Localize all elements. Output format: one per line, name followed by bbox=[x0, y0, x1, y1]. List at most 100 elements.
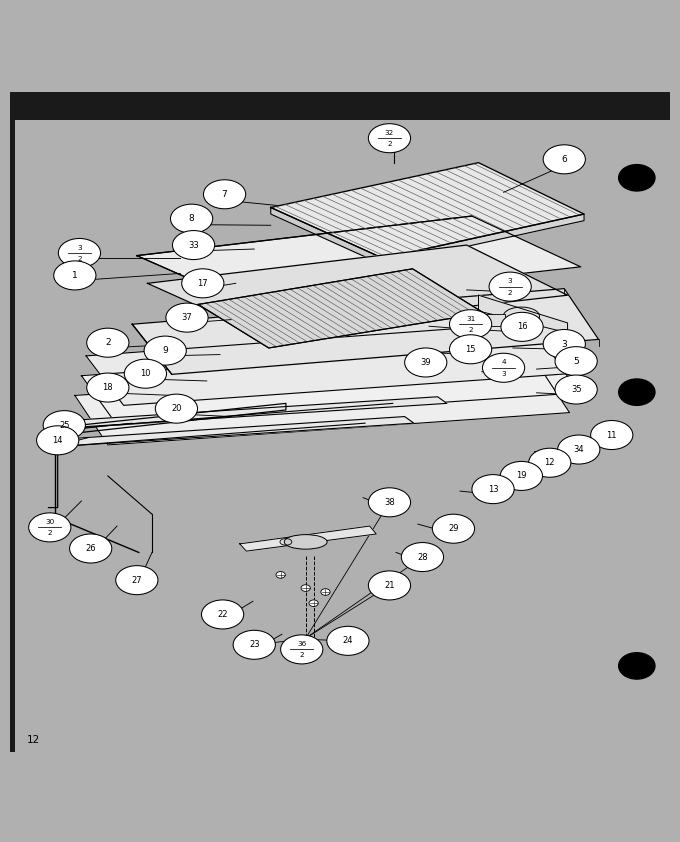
Ellipse shape bbox=[619, 164, 655, 191]
Ellipse shape bbox=[69, 534, 112, 563]
Text: 21: 21 bbox=[384, 581, 394, 590]
Ellipse shape bbox=[29, 513, 71, 542]
Ellipse shape bbox=[182, 269, 224, 298]
Text: 39: 39 bbox=[420, 358, 431, 367]
Text: 11: 11 bbox=[607, 430, 617, 440]
Polygon shape bbox=[240, 526, 376, 552]
Ellipse shape bbox=[405, 348, 447, 377]
Ellipse shape bbox=[501, 312, 543, 341]
Ellipse shape bbox=[558, 435, 600, 464]
Text: 7: 7 bbox=[222, 189, 227, 199]
Text: 22: 22 bbox=[218, 610, 228, 619]
Polygon shape bbox=[82, 343, 579, 425]
Text: 3: 3 bbox=[562, 339, 567, 349]
Text: 26: 26 bbox=[86, 544, 96, 553]
Polygon shape bbox=[44, 417, 414, 447]
Polygon shape bbox=[271, 207, 383, 265]
Ellipse shape bbox=[483, 354, 525, 382]
Ellipse shape bbox=[543, 145, 585, 173]
Ellipse shape bbox=[432, 514, 475, 543]
Ellipse shape bbox=[619, 379, 655, 405]
Ellipse shape bbox=[369, 571, 411, 600]
Text: 25: 25 bbox=[59, 421, 69, 429]
Text: 13: 13 bbox=[488, 485, 498, 493]
Text: 16: 16 bbox=[517, 322, 528, 332]
Ellipse shape bbox=[543, 329, 585, 359]
Text: 36: 36 bbox=[297, 641, 307, 647]
Text: 3: 3 bbox=[77, 245, 82, 251]
Text: 15: 15 bbox=[465, 344, 476, 354]
Text: 3: 3 bbox=[508, 279, 513, 285]
Text: 32: 32 bbox=[385, 130, 394, 136]
Text: 8: 8 bbox=[189, 214, 194, 223]
Text: 2: 2 bbox=[387, 141, 392, 147]
Polygon shape bbox=[148, 245, 568, 331]
Text: 10: 10 bbox=[140, 369, 151, 378]
Text: 12: 12 bbox=[545, 458, 555, 467]
Text: 20: 20 bbox=[171, 404, 182, 413]
Ellipse shape bbox=[58, 238, 101, 268]
Ellipse shape bbox=[327, 626, 369, 655]
Ellipse shape bbox=[500, 461, 543, 490]
Text: 2: 2 bbox=[299, 653, 304, 658]
Ellipse shape bbox=[591, 420, 633, 450]
Text: 2: 2 bbox=[105, 338, 111, 347]
Ellipse shape bbox=[449, 310, 492, 338]
Polygon shape bbox=[137, 216, 581, 305]
Ellipse shape bbox=[44, 411, 86, 440]
Polygon shape bbox=[271, 163, 584, 258]
Ellipse shape bbox=[555, 347, 597, 376]
Text: 2: 2 bbox=[508, 290, 513, 296]
Ellipse shape bbox=[144, 336, 186, 365]
Ellipse shape bbox=[166, 303, 208, 332]
Ellipse shape bbox=[276, 572, 285, 578]
Ellipse shape bbox=[201, 600, 243, 629]
Text: 27: 27 bbox=[131, 576, 142, 584]
Ellipse shape bbox=[116, 566, 158, 594]
Text: 14: 14 bbox=[52, 436, 63, 445]
Text: 2: 2 bbox=[77, 256, 82, 262]
Ellipse shape bbox=[392, 148, 396, 152]
Ellipse shape bbox=[555, 375, 597, 404]
Ellipse shape bbox=[87, 328, 129, 357]
Text: 6: 6 bbox=[562, 155, 567, 164]
Text: 17: 17 bbox=[197, 279, 208, 288]
Polygon shape bbox=[479, 296, 568, 333]
Ellipse shape bbox=[203, 180, 245, 209]
Polygon shape bbox=[383, 214, 584, 265]
Polygon shape bbox=[75, 362, 570, 445]
Ellipse shape bbox=[124, 360, 167, 388]
Bar bbox=[10, 92, 16, 752]
Ellipse shape bbox=[233, 631, 275, 659]
Text: 18: 18 bbox=[103, 383, 113, 392]
Text: 1: 1 bbox=[72, 271, 78, 280]
Text: 23: 23 bbox=[249, 640, 260, 649]
Ellipse shape bbox=[37, 426, 79, 455]
Ellipse shape bbox=[489, 272, 531, 301]
Ellipse shape bbox=[401, 542, 443, 572]
Polygon shape bbox=[132, 289, 598, 375]
Ellipse shape bbox=[54, 261, 96, 290]
Ellipse shape bbox=[171, 204, 213, 233]
Polygon shape bbox=[198, 269, 483, 348]
Ellipse shape bbox=[619, 653, 655, 679]
Text: 31: 31 bbox=[466, 316, 475, 322]
Polygon shape bbox=[48, 397, 447, 429]
Text: 28: 28 bbox=[417, 552, 428, 562]
Text: 12: 12 bbox=[27, 735, 40, 745]
Ellipse shape bbox=[528, 448, 571, 477]
Text: 4: 4 bbox=[501, 360, 506, 365]
Ellipse shape bbox=[284, 535, 327, 549]
Text: 37: 37 bbox=[182, 313, 192, 322]
Ellipse shape bbox=[281, 635, 323, 663]
Ellipse shape bbox=[321, 589, 330, 595]
Text: 19: 19 bbox=[516, 472, 526, 481]
Text: 24: 24 bbox=[343, 637, 353, 645]
Ellipse shape bbox=[309, 600, 318, 606]
Bar bbox=[479, 314, 505, 326]
Bar bbox=[10, 92, 670, 120]
Text: 2: 2 bbox=[469, 328, 473, 333]
Ellipse shape bbox=[449, 335, 492, 364]
Text: 30: 30 bbox=[45, 520, 54, 525]
Ellipse shape bbox=[155, 394, 197, 424]
